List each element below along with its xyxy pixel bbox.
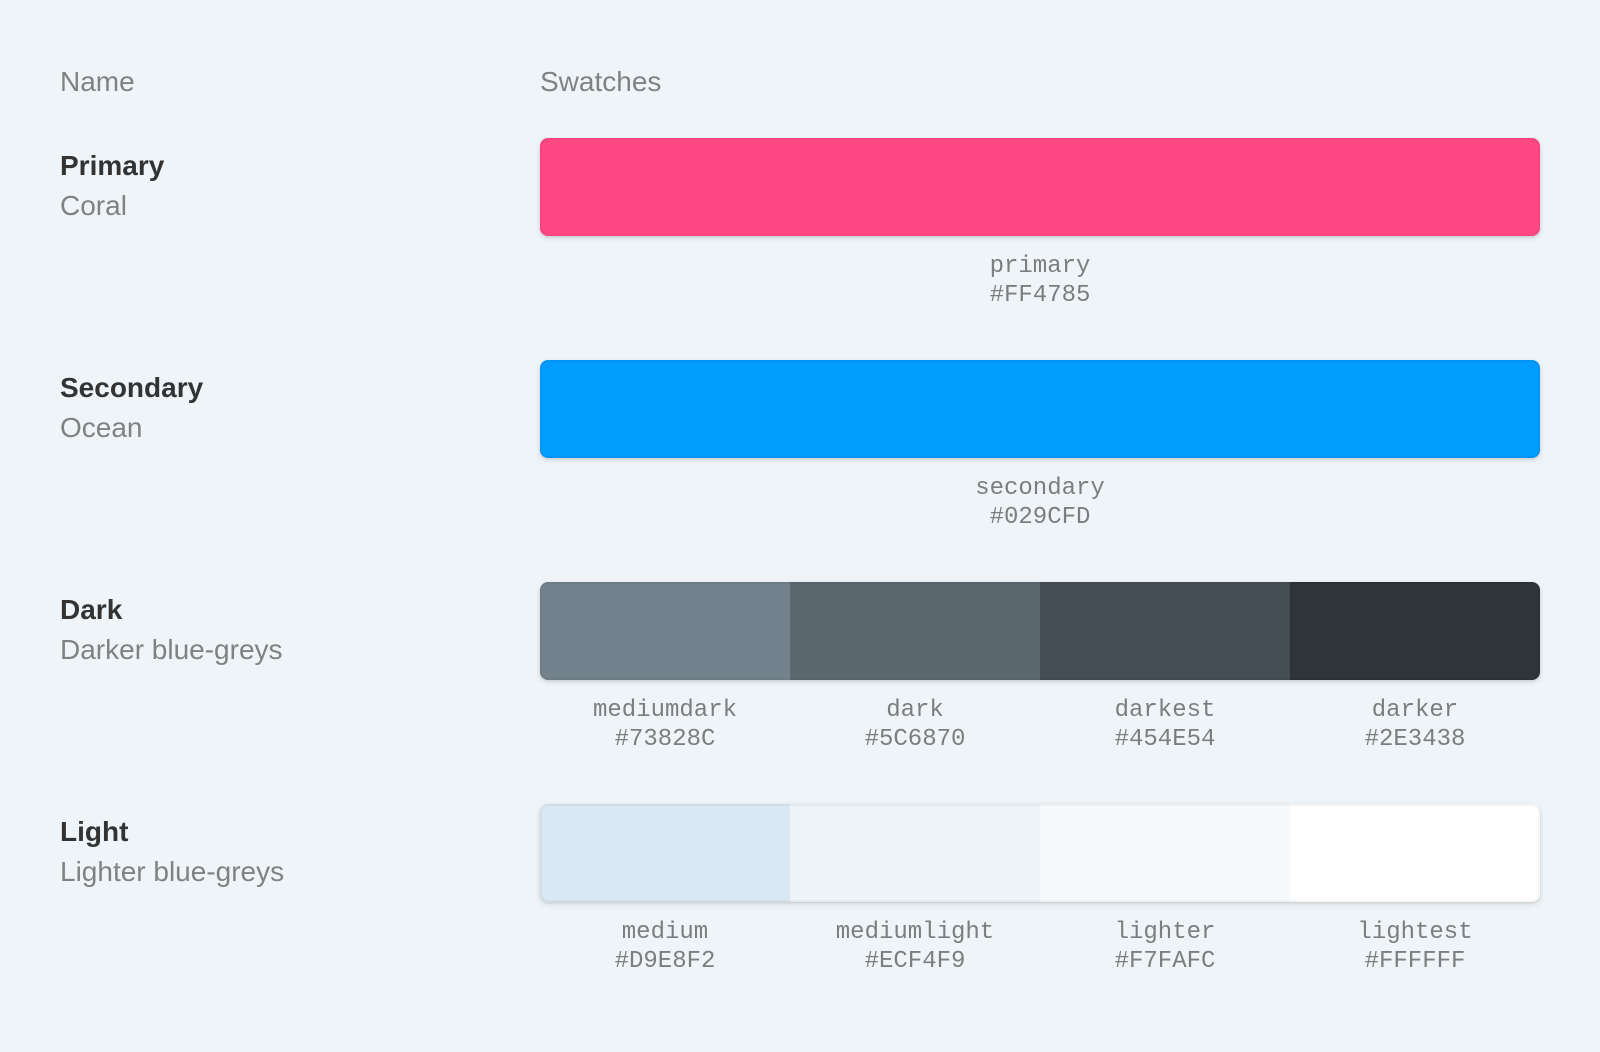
color-item-swatches: mediumdark #73828C dark #5C6870 darkest #454E… (540, 582, 1540, 754)
swatch-name: lighter (1114, 919, 1216, 946)
swatch-hex: #5C6870 (864, 726, 966, 753)
swatch-label-darker: darker #2E3438 (1290, 696, 1540, 754)
color-item-title: Light (60, 816, 129, 847)
swatch-lighter (1040, 804, 1290, 902)
swatch-label-lightest: lightest #FFFFFF (1290, 918, 1540, 976)
swatch-name: darker (1371, 697, 1459, 724)
color-item-row: Primary Coral primary #FF4785 (60, 138, 1540, 310)
color-item-swatches: primary #FF4785 (540, 138, 1540, 310)
swatch-name: mediumdark (592, 697, 738, 724)
swatch-label-medium: medium #D9E8F2 (540, 918, 790, 976)
color-item-subtitle: Lighter blue-greys (60, 856, 285, 887)
swatch-label-primary: primary #FF4785 (540, 252, 1540, 310)
color-item-swatches: medium #D9E8F2 mediumlight #ECF4F9 lighter #F… (540, 804, 1540, 976)
color-palette: Primary Coral primary #FF4785 Secondary O… (60, 138, 1540, 976)
swatch-hex: #ECF4F9 (864, 948, 966, 975)
color-item-title: Dark (60, 594, 123, 625)
color-item-subtitle: Darker blue-greys (60, 634, 283, 665)
color-item-row: Dark Darker blue-greys mediumdark #73828C… (60, 582, 1540, 754)
header-swatches-label: Swatches (540, 66, 662, 97)
swatch-label-mediumdark: mediumdark #73828C (540, 696, 790, 754)
swatch-label-lighter: lighter #F7FAFC (1040, 918, 1290, 976)
color-item-swatches: secondary #029CFD (540, 360, 1540, 532)
swatch-bar (540, 360, 1540, 458)
swatch-primary (540, 138, 1540, 236)
swatch-mediumlight (790, 804, 1040, 902)
swatch-medium (540, 804, 790, 902)
color-item-description: Secondary Ocean (60, 360, 540, 448)
header-name-label: Name (60, 66, 135, 97)
color-item-subtitle: Coral (60, 190, 127, 221)
swatch-hex: #FF4785 (989, 282, 1091, 309)
swatch-label-darkest: darkest #454E54 (1040, 696, 1290, 754)
swatch-lightest (1290, 804, 1540, 902)
swatch-mediumdark (540, 582, 790, 680)
swatch-hex: #029CFD (989, 504, 1091, 531)
swatch-bar (540, 138, 1540, 236)
color-item-title: Primary (60, 150, 165, 181)
swatch-darker (1290, 582, 1540, 680)
palette-header: Name Swatches (60, 62, 1540, 102)
swatch-name: darkest (1114, 697, 1216, 724)
color-palette-doc: Name Swatches Primary Coral primary #FF47… (60, 62, 1540, 976)
color-item-row: Secondary Ocean secondary #029CFD (60, 360, 1540, 532)
color-item-description: Primary Coral (60, 138, 540, 226)
color-item-title: Secondary (60, 372, 204, 403)
swatch-label-dark: dark #5C6870 (790, 696, 1040, 754)
swatch-hex: #D9E8F2 (614, 948, 716, 975)
swatch-hex: #454E54 (1114, 726, 1216, 753)
swatch-bar (540, 582, 1540, 680)
swatch-name: primary (989, 253, 1091, 280)
swatch-bar (540, 804, 1540, 902)
swatch-dark (790, 582, 1040, 680)
color-item-description: Light Lighter blue-greys (60, 804, 540, 892)
swatch-name: dark (886, 697, 944, 724)
color-item-description: Dark Darker blue-greys (60, 582, 540, 670)
swatch-secondary (540, 360, 1540, 458)
color-item-row: Light Lighter blue-greys medium #D9E8F2 me… (60, 804, 1540, 976)
swatch-name: secondary (975, 475, 1105, 502)
swatch-darkest (1040, 582, 1290, 680)
swatch-labels: mediumdark #73828C dark #5C6870 darkest #454E… (540, 696, 1540, 754)
swatch-labels: primary #FF4785 (540, 252, 1540, 310)
swatch-label-secondary: secondary #029CFD (540, 474, 1540, 532)
swatch-labels: medium #D9E8F2 mediumlight #ECF4F9 lighter #F… (540, 918, 1540, 976)
color-item-subtitle: Ocean (60, 412, 143, 443)
swatch-labels: secondary #029CFD (540, 474, 1540, 532)
swatch-hex: #73828C (614, 726, 716, 753)
swatch-name: medium (621, 919, 709, 946)
swatch-label-mediumlight: mediumlight #ECF4F9 (790, 918, 1040, 976)
swatch-name: mediumlight (835, 919, 995, 946)
swatch-hex: #2E3438 (1364, 726, 1466, 753)
swatch-name: lightest (1357, 919, 1473, 946)
swatch-hex: #FFFFFF (1364, 948, 1466, 975)
swatch-hex: #F7FAFC (1114, 948, 1216, 975)
